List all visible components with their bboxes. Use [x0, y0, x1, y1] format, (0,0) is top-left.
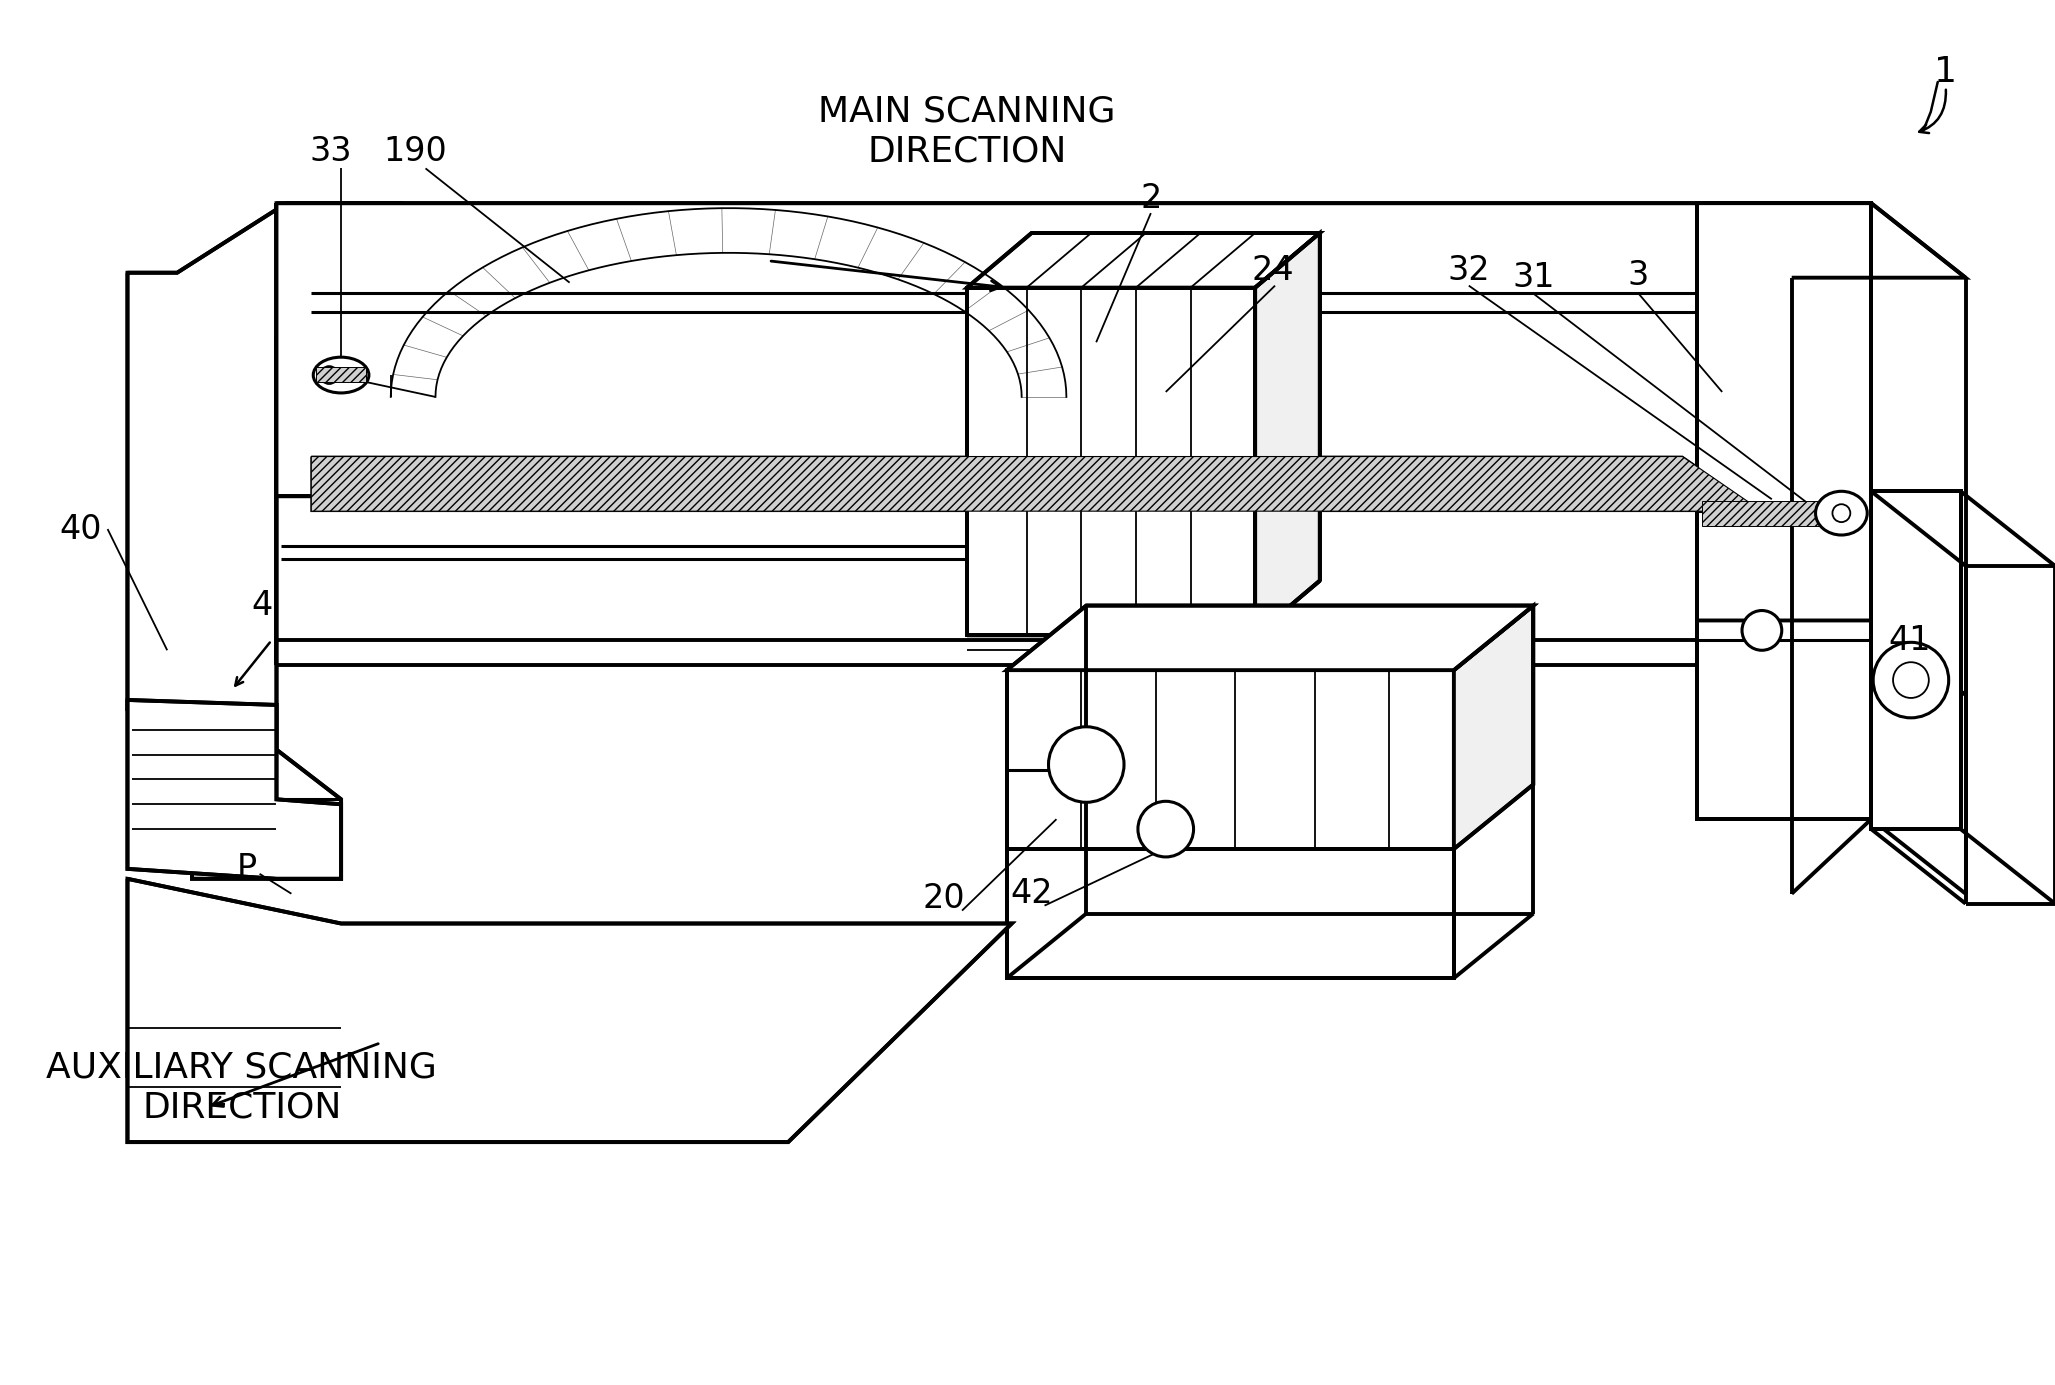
Polygon shape	[968, 233, 1319, 288]
Text: 40: 40	[60, 512, 103, 546]
Text: 2: 2	[1141, 181, 1161, 215]
Polygon shape	[127, 879, 1011, 1143]
Text: 42: 42	[1011, 877, 1052, 910]
Ellipse shape	[312, 357, 370, 393]
Text: 32: 32	[1447, 255, 1490, 287]
Ellipse shape	[1874, 643, 1948, 717]
Ellipse shape	[1815, 492, 1868, 535]
Polygon shape	[1007, 670, 1453, 849]
Polygon shape	[310, 457, 1761, 511]
Text: 4: 4	[251, 589, 271, 622]
Polygon shape	[1007, 849, 1453, 978]
Ellipse shape	[1048, 727, 1124, 802]
Polygon shape	[1872, 492, 1960, 830]
Text: 41: 41	[1889, 623, 1930, 656]
Polygon shape	[1007, 605, 1533, 670]
Ellipse shape	[1833, 504, 1850, 522]
Text: 3: 3	[1628, 259, 1648, 292]
Text: 20: 20	[923, 882, 966, 915]
Polygon shape	[1256, 233, 1319, 636]
Text: 190: 190	[384, 134, 448, 168]
Polygon shape	[1702, 501, 1852, 526]
Polygon shape	[1697, 204, 1872, 819]
Text: MAIN SCANNING
DIRECTION: MAIN SCANNING DIRECTION	[818, 96, 1116, 169]
Text: AUXILIARY SCANNING
DIRECTION: AUXILIARY SCANNING DIRECTION	[47, 1051, 438, 1125]
Polygon shape	[127, 204, 401, 879]
Text: 31: 31	[1512, 262, 1556, 294]
Ellipse shape	[1743, 611, 1782, 651]
Polygon shape	[968, 288, 1256, 636]
Text: P: P	[236, 852, 257, 885]
Text: 24: 24	[1251, 255, 1295, 287]
Polygon shape	[277, 204, 1792, 496]
Text: 1: 1	[1934, 55, 1956, 89]
Text: 33: 33	[310, 134, 351, 168]
Polygon shape	[127, 699, 341, 879]
Ellipse shape	[1893, 662, 1930, 698]
Polygon shape	[1453, 605, 1533, 849]
Polygon shape	[316, 367, 366, 382]
Ellipse shape	[1138, 802, 1194, 857]
Ellipse shape	[321, 366, 339, 384]
